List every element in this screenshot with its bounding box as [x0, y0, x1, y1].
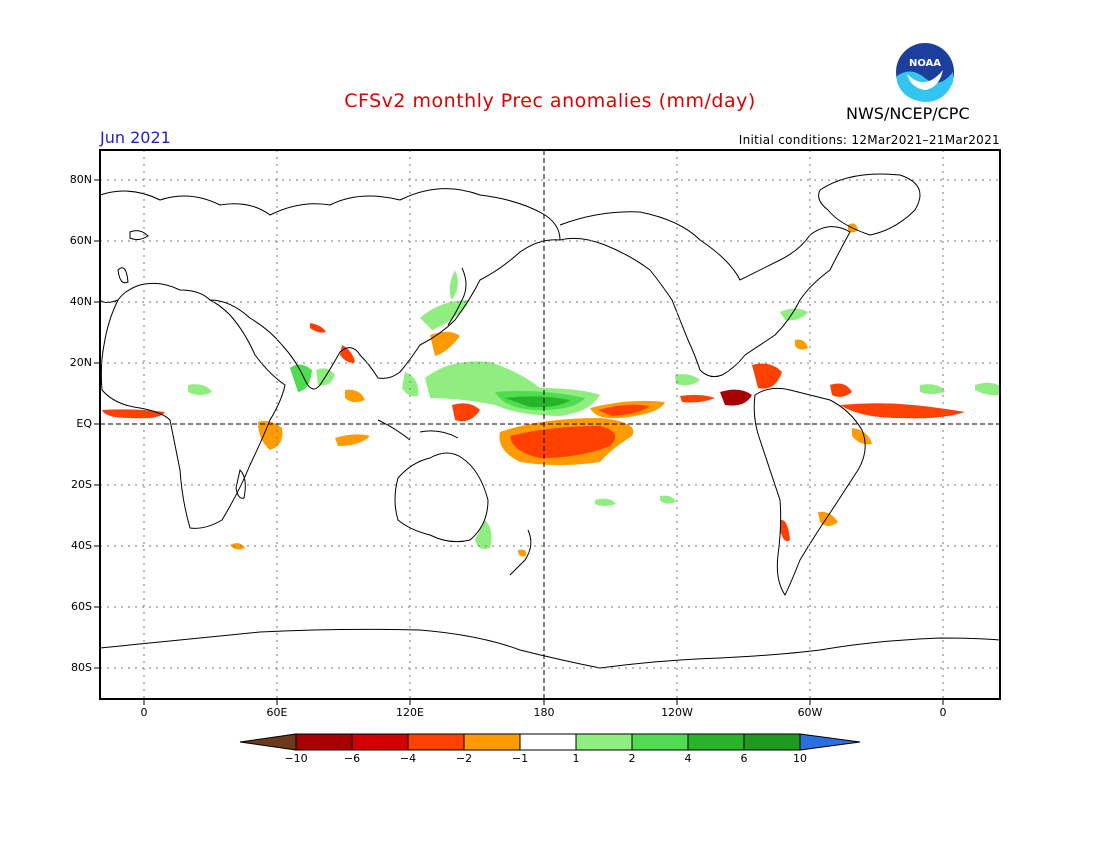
anomaly-region — [518, 549, 527, 557]
lon-label: 120E — [396, 706, 424, 719]
lon-label: 180 — [533, 706, 555, 719]
lat-label: 80N — [69, 173, 92, 186]
colorbar-swatch — [463, 733, 521, 751]
colorbar-label: 6 — [740, 752, 748, 765]
lat-label: 80S — [71, 661, 92, 674]
anomaly-region — [795, 339, 808, 350]
coastline-greenland — [818, 173, 921, 236]
coastline-australia — [394, 452, 489, 543]
colorbar-swatch — [743, 733, 801, 751]
colorbar-swatch — [631, 733, 689, 751]
colorbar-label: 1 — [572, 752, 580, 765]
lon-label: 120W — [661, 706, 693, 719]
anomaly-region — [402, 372, 419, 397]
coastline-uk — [117, 267, 129, 284]
anomaly-region — [102, 409, 165, 419]
anomaly-region — [345, 389, 365, 403]
colorbar-label: 10 — [793, 752, 807, 765]
anomaly-region — [452, 403, 480, 422]
tick-marks — [94, 179, 944, 705]
anomaly-region — [598, 404, 650, 416]
colorbar-swatch — [351, 733, 409, 751]
anomaly-region — [720, 389, 752, 406]
lon-label: 60W — [797, 706, 823, 719]
lat-label: 40S — [71, 539, 92, 552]
colorbar-label: −6 — [343, 752, 361, 765]
coastlines — [100, 173, 1000, 669]
lat-label: EQ — [76, 417, 92, 430]
anomaly-region — [975, 382, 1000, 396]
anomaly-region — [258, 420, 283, 450]
colorbar-label: −1 — [511, 752, 529, 765]
colorbar — [239, 733, 861, 751]
agency-label: NWS/NCEP/CPC — [846, 104, 970, 123]
anomaly-region — [680, 394, 715, 403]
anomaly-region — [818, 511, 838, 526]
anomaly-region — [840, 403, 965, 419]
anomaly-region — [230, 543, 245, 550]
anomaly-region — [920, 384, 945, 394]
coastline-new-zealand — [509, 529, 532, 576]
map-title: CFSv2 monthly Prec anomalies (mm/day) — [344, 90, 756, 112]
anomaly-region — [780, 519, 790, 542]
lat-label: 40N — [69, 295, 92, 308]
lon-label: 0 — [140, 706, 148, 719]
colorbar-swatch — [407, 733, 465, 751]
lon-label: 60E — [266, 706, 288, 719]
reference-lines — [100, 150, 1000, 699]
coastline-antarctica — [100, 628, 1000, 669]
colorbar-swatch — [239, 733, 297, 751]
anomaly-region — [430, 331, 460, 356]
anomaly-region — [752, 363, 782, 389]
coastline-africa — [100, 299, 286, 529]
initial-conditions: Initial conditions: 12Mar2021–21Mar2021 — [738, 133, 1000, 147]
colorbar-label: 2 — [628, 752, 636, 765]
anomaly-region — [505, 396, 570, 408]
colorbar-label: 4 — [684, 752, 692, 765]
lat-label: 20S — [71, 478, 92, 491]
colorbar-label: −4 — [399, 752, 417, 765]
colorbar-swatch — [799, 733, 861, 751]
colorbar-swatch — [687, 733, 745, 751]
anomaly-region — [595, 498, 616, 506]
colorbar-label: −2 — [455, 752, 473, 765]
coastline-indonesia — [377, 419, 459, 441]
anomaly-region — [475, 520, 492, 549]
anomaly-region — [852, 428, 872, 445]
lon-label: 0 — [939, 706, 947, 719]
anomaly-region — [188, 384, 212, 395]
lat-label: 60N — [69, 234, 92, 247]
anomaly-region — [780, 308, 808, 321]
anomaly-region — [290, 364, 312, 392]
coastline-north-america — [559, 211, 851, 378]
colorbar-swatch — [575, 733, 633, 751]
coastline-iceland — [129, 230, 149, 241]
forecast-period: Jun 2021 — [100, 128, 171, 147]
lat-label: 20N — [69, 356, 92, 369]
anomaly-region — [420, 300, 470, 330]
noaa-logo-text: NOAA — [909, 58, 941, 69]
anomaly-region — [310, 323, 326, 333]
coastline-south-america — [753, 387, 866, 596]
anomaly-region — [830, 383, 852, 397]
coastline-madagascar — [235, 469, 246, 499]
lat-label: 60S — [71, 600, 92, 613]
anomaly-region — [335, 434, 370, 446]
anomaly-region — [449, 270, 458, 300]
coastline-japan — [447, 267, 467, 326]
coastline-eurasia — [100, 188, 561, 390]
anomaly-region — [660, 495, 676, 504]
colorbar-swatch — [295, 733, 353, 751]
noaa-logo: NOAA — [896, 43, 954, 102]
anomaly-region — [425, 361, 600, 416]
anomaly-layer — [102, 223, 1000, 557]
anomaly-region — [510, 426, 616, 458]
colorbar-swatch — [519, 733, 577, 751]
colorbar-label: −10 — [284, 752, 308, 765]
anomaly-region — [675, 374, 700, 386]
